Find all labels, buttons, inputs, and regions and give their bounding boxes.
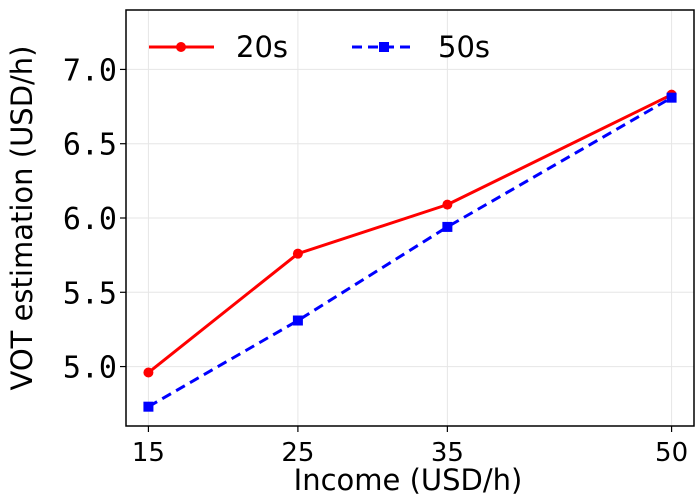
legend: 20s 50s [149, 30, 490, 64]
x-axis-label: Income (USD/h) [294, 463, 523, 497]
y-axis-ticks: 5.0 5.5 6.0 6.5 7.0 [63, 53, 126, 386]
series-line-20s [147, 93, 673, 374]
legend-label-50s: 50s [438, 30, 490, 64]
x-tick-label: 50 [655, 438, 688, 468]
data-point-50s [143, 401, 154, 412]
legend-marker-20s [176, 42, 186, 52]
series-layer [143, 89, 677, 412]
data-point-50s [666, 92, 677, 103]
data-point-20s [292, 248, 303, 259]
data-point-20s [442, 199, 453, 210]
data-point-50s [292, 315, 303, 326]
x-axis-ticks: 15 25 35 50 [132, 426, 688, 468]
data-point-50s [442, 221, 453, 232]
x-tick-label: 15 [132, 438, 165, 468]
x-tick-label: 25 [281, 438, 314, 468]
legend-label-20s: 20s [236, 30, 288, 64]
y-tick-label: 6.5 [63, 128, 117, 163]
y-tick-label: 7.0 [63, 53, 117, 88]
x-tick-label: 35 [431, 438, 464, 468]
y-tick-label: 6.0 [63, 202, 117, 237]
y-tick-label: 5.0 [63, 351, 117, 386]
data-point-20s [143, 367, 154, 378]
y-axis-label: VOT estimation (USD/h) [5, 46, 39, 391]
y-tick-label: 5.5 [63, 276, 117, 311]
series-line-50s [147, 96, 673, 408]
legend-marker-50s [379, 42, 389, 52]
